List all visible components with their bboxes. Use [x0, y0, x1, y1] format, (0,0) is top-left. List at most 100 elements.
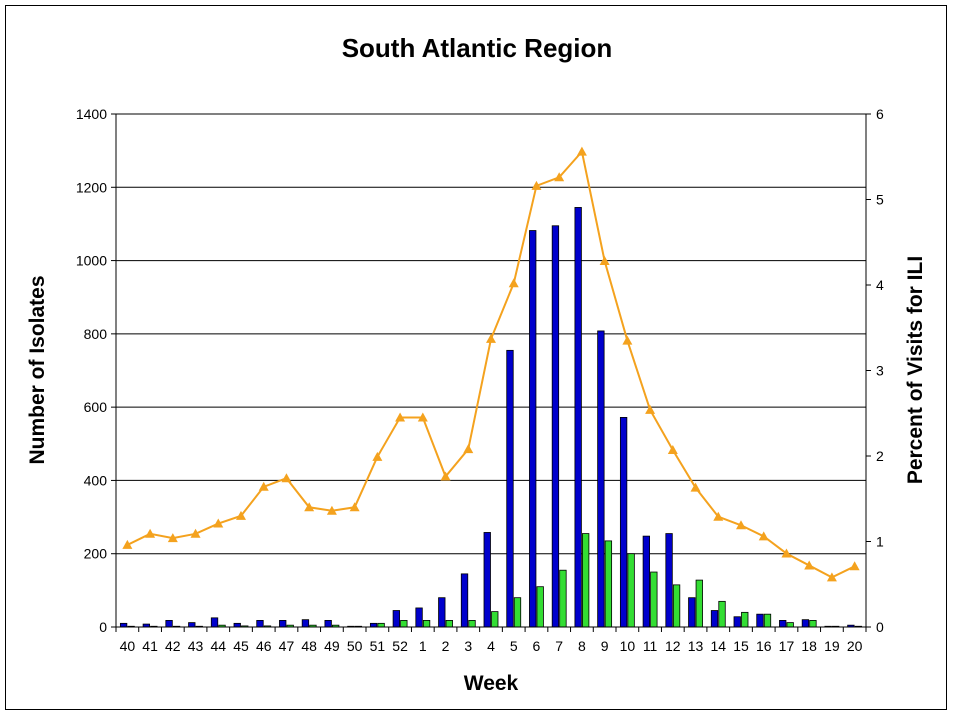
- line-point: [463, 444, 474, 454]
- x-tick-label: 17: [779, 638, 795, 654]
- y-tick-label: 1200: [76, 179, 107, 195]
- bar: [650, 571, 658, 628]
- bar: [324, 620, 332, 628]
- line-point: [145, 528, 156, 538]
- line-point: [758, 531, 769, 541]
- line-point: [236, 510, 246, 520]
- bar: [741, 611, 749, 628]
- line-point: [372, 451, 383, 461]
- line-point: [167, 533, 178, 543]
- line-point: [690, 482, 701, 492]
- x-tick-label: 9: [601, 638, 609, 654]
- bar: [779, 620, 787, 628]
- chart-frame: [5, 5, 947, 710]
- line-point: [417, 412, 428, 422]
- x-tick-label: 45: [233, 638, 249, 654]
- bar: [536, 586, 544, 628]
- bars: [119, 207, 863, 628]
- line-point: [622, 335, 633, 345]
- x-tick-label: 10: [620, 638, 636, 654]
- bar: [597, 330, 605, 628]
- x-tick-label: 51: [370, 638, 386, 654]
- bar: [460, 573, 469, 628]
- line-point: [508, 278, 519, 288]
- bar: [491, 611, 499, 628]
- bar: [642, 535, 650, 628]
- bar: [392, 610, 400, 628]
- x-tick-label: 4: [487, 638, 495, 654]
- bar: [574, 207, 582, 628]
- bar: [756, 613, 764, 628]
- line-point: [349, 502, 360, 512]
- line-point: [826, 572, 837, 582]
- line-point: [645, 404, 656, 414]
- line-point: [554, 172, 565, 182]
- line-point: [281, 473, 292, 483]
- bar: [695, 579, 703, 628]
- bar: [582, 533, 590, 628]
- line-point: [849, 561, 860, 571]
- bar: [627, 553, 635, 628]
- y-tick-label: 200: [84, 546, 108, 562]
- x-tick-label: 7: [555, 638, 563, 654]
- bar: [256, 620, 264, 628]
- line-point: [531, 180, 542, 190]
- x-tick-label: 47: [279, 638, 295, 654]
- bar: [551, 225, 560, 628]
- line-point: [486, 333, 496, 343]
- x-tick-label: 2: [442, 638, 450, 654]
- x-tick-label: 49: [324, 638, 340, 654]
- y2-tick-label: 5: [876, 192, 884, 208]
- bar: [438, 597, 446, 628]
- x-tick-label: 15: [733, 638, 749, 654]
- x-tick-label: 3: [464, 638, 472, 654]
- x-tick-label: 16: [756, 638, 772, 654]
- line-point: [667, 445, 678, 455]
- bar: [559, 569, 567, 628]
- bar: [672, 584, 681, 628]
- bar: [809, 620, 817, 628]
- x-tick-label: 19: [824, 638, 840, 654]
- x-tick-label: 40: [120, 638, 136, 654]
- x-tick-label: 20: [847, 638, 863, 654]
- x-tick-label: 41: [142, 638, 158, 654]
- gridlines: [116, 113, 866, 555]
- bar: [801, 619, 810, 628]
- x-tick-label: 44: [210, 638, 226, 654]
- bar: [710, 610, 719, 628]
- bar: [301, 619, 310, 628]
- y2-axis-label: Percent of Visits for ILI: [904, 256, 927, 484]
- y-tick-label: 400: [84, 472, 108, 488]
- bar: [786, 622, 794, 628]
- bar: [233, 622, 241, 628]
- y-tick-label: 0: [99, 619, 107, 635]
- line-point: [713, 511, 724, 521]
- bar: [733, 616, 741, 628]
- x-tick-label: 52: [392, 638, 408, 654]
- x-tick-label: 46: [256, 638, 272, 654]
- bar: [468, 620, 476, 628]
- bar: [604, 540, 613, 628]
- bar: [400, 620, 408, 628]
- y-tick-label: 600: [84, 399, 108, 415]
- bar: [119, 622, 128, 628]
- bar: [422, 620, 431, 628]
- x-tick-label: 50: [347, 638, 363, 654]
- bar: [529, 230, 537, 628]
- bar: [483, 532, 491, 628]
- x-tick-label: 11: [643, 638, 658, 654]
- bar: [763, 613, 772, 628]
- x-tick-label: 6: [533, 638, 541, 654]
- line-point: [190, 528, 201, 538]
- x-tick-label: 13: [688, 638, 704, 654]
- x-tick-label: 43: [188, 638, 204, 654]
- bar: [279, 620, 287, 628]
- bar: [188, 622, 196, 628]
- y-axis-label: Number of Isolates: [26, 275, 49, 464]
- bar: [506, 349, 514, 628]
- bar: [513, 597, 522, 628]
- y2-tick-label: 4: [876, 277, 884, 293]
- x-tick-label: 42: [165, 638, 181, 654]
- line-point: [304, 502, 315, 512]
